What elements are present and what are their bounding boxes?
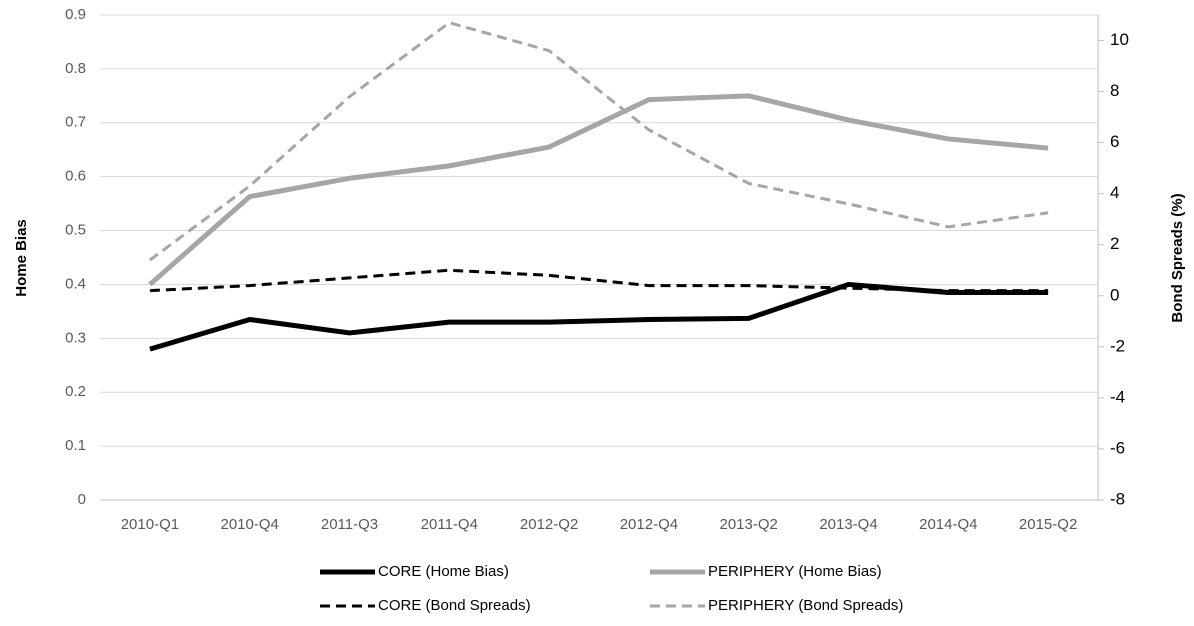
series-line xyxy=(149,281,1049,352)
y2-tick-label: 6 xyxy=(1110,132,1119,151)
legend-label: CORE (Bond Spreads) xyxy=(378,597,531,614)
series-line xyxy=(148,93,1049,287)
series-line xyxy=(149,268,1049,293)
y-tick-label: 0.1 xyxy=(65,437,86,454)
y2-tick-label: 10 xyxy=(1110,30,1129,49)
series-line xyxy=(149,21,1049,262)
x-tick-label: 2010-Q4 xyxy=(221,516,279,533)
y-tick-label: 0.9 xyxy=(65,6,86,23)
x-tick-label: 2010-Q1 xyxy=(121,516,179,533)
y2-tick-label: 8 xyxy=(1110,81,1119,100)
y2-tick-label: -6 xyxy=(1110,438,1125,457)
legend-label: PERIPHERY (Bond Spreads) xyxy=(708,597,903,614)
y2-tick-label: -8 xyxy=(1110,489,1125,508)
x-tick-label: 2012-Q2 xyxy=(520,516,578,533)
x-tick-label: 2013-Q2 xyxy=(720,516,778,533)
y-tick-label: 0 xyxy=(78,491,86,508)
y-tick-label: 0.8 xyxy=(65,60,86,77)
y-tick-label: 0.5 xyxy=(65,222,86,239)
legend-label: CORE (Home Bias) xyxy=(378,563,509,580)
y-tick-label: 0.6 xyxy=(65,168,86,185)
y2-tick-label: 2 xyxy=(1110,234,1119,253)
y2-axis-label: Bond Spreads (%) xyxy=(1169,193,1186,322)
x-tick-label: 2011-Q4 xyxy=(421,516,478,533)
y-tick-label: 0.3 xyxy=(65,329,86,346)
y-tick-label: 0.4 xyxy=(65,275,86,292)
y2-tick-label: 4 xyxy=(1110,183,1119,202)
x-tick-label: 2011-Q3 xyxy=(321,516,378,533)
x-tick-label: 2013-Q4 xyxy=(819,516,877,533)
y-tick-label: 0.2 xyxy=(65,383,86,400)
y-tick-label: 0.7 xyxy=(65,114,86,131)
y2-tick-label: -2 xyxy=(1110,336,1125,355)
y-axis-label: Home Bias xyxy=(13,219,30,297)
x-tick-label: 2012-Q4 xyxy=(620,516,678,533)
legend-label: PERIPHERY (Home Bias) xyxy=(708,563,882,580)
x-tick-label: 2014-Q4 xyxy=(919,516,977,533)
y2-tick-label: 0 xyxy=(1110,285,1119,304)
x-tick-label: 2015-Q2 xyxy=(1019,516,1077,533)
y2-tick-label: -4 xyxy=(1110,387,1125,406)
